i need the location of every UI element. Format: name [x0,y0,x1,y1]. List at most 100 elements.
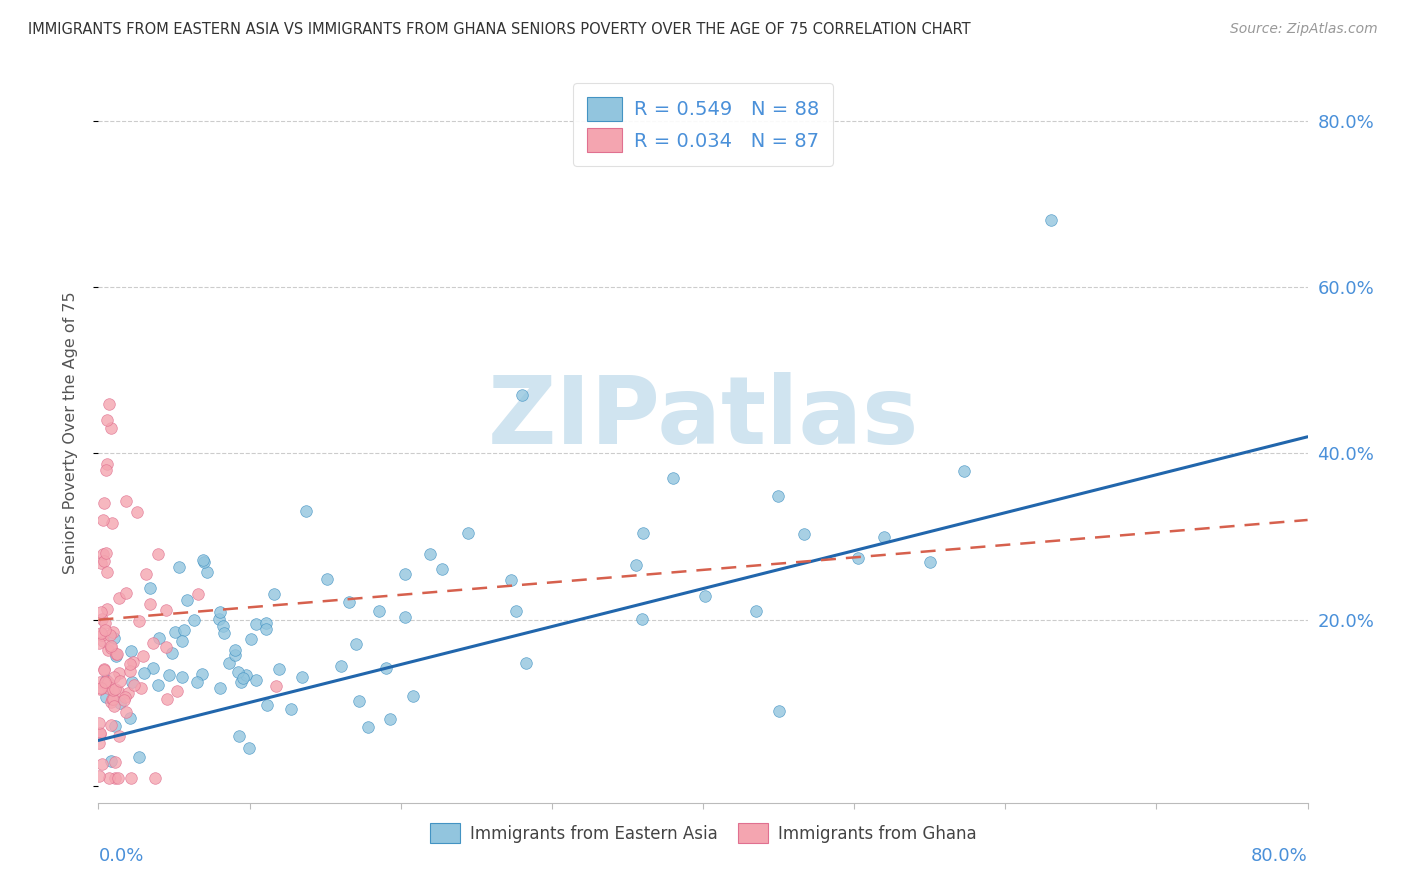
Point [952,464,974,478]
Point [103,631,125,645]
Point [344,637,367,651]
Point [394,609,416,624]
Y-axis label: Seniors Poverty Over the Age of 75: Seniors Poverty Over the Age of 75 [63,292,77,574]
Point [457,526,479,541]
Point [172,670,194,684]
Point [240,632,263,647]
Point [347,694,370,708]
Point [89,736,111,750]
Point [96,602,118,616]
Text: IMMIGRANTS FROM EASTERN ASIA VS IMMIGRANTS FROM GHANA SENIORS POVERTY OVER THE A: IMMIGRANTS FROM EASTERN ASIA VS IMMIGRAN… [28,22,970,37]
Point [90,757,112,772]
Point [515,656,537,670]
Point [100,694,122,708]
Point [228,729,250,743]
Point [104,681,127,696]
Point [254,622,277,636]
Point [231,674,253,689]
Point [94,673,117,687]
Point [139,598,162,612]
Point [245,616,267,631]
Point [419,547,441,561]
Point [90,625,112,640]
Point [1039,213,1062,227]
Point [235,667,257,681]
Point [97,681,120,695]
Point [98,396,121,410]
Point [768,704,790,718]
Point [104,771,127,785]
Point [132,649,155,664]
Point [90,612,112,626]
Point [96,413,118,427]
Point [114,690,136,705]
Point [375,661,398,675]
Point [93,663,115,677]
Legend: Immigrants from Eastern Asia, Immigrants from Ghana: Immigrants from Eastern Asia, Immigrants… [423,816,983,850]
Point [132,666,155,681]
Point [142,635,165,649]
Point [183,614,205,628]
Point [115,705,138,719]
Point [101,692,124,706]
Point [100,718,122,732]
Point [96,457,118,471]
Point [98,771,121,785]
Point [120,644,142,658]
Point [510,388,533,402]
Point [155,640,177,655]
Point [91,628,114,642]
Point [90,681,112,695]
Point [122,678,145,692]
Point [118,657,141,671]
Point [211,619,233,633]
Point [120,710,142,724]
Point [267,662,290,676]
Point [105,647,128,661]
Point [263,587,285,601]
Point [169,559,191,574]
Point [104,719,127,733]
Point [108,591,131,606]
Point [89,727,111,741]
Point [499,573,522,587]
Point [232,671,254,685]
Point [108,674,131,689]
Point [157,668,180,682]
Text: Source: ZipAtlas.com: Source: ZipAtlas.com [1230,22,1378,37]
Point [280,701,302,715]
Text: ZIPatlas: ZIPatlas [488,372,918,464]
Point [121,656,143,670]
Point [128,749,150,764]
Point [89,674,111,689]
Point [357,720,380,734]
Point [155,603,177,617]
Point [115,493,138,508]
Point [104,755,127,769]
Point [96,565,118,579]
Point [107,771,129,785]
Point [93,554,115,568]
Point [100,754,122,768]
Point [873,530,896,544]
Point [378,713,401,727]
Point [89,715,111,730]
Point [505,604,527,618]
Point [291,670,314,684]
Point [224,643,246,657]
Point [93,633,115,648]
Point [148,632,170,646]
Text: 0.0%: 0.0% [98,847,143,865]
Point [846,550,869,565]
Point [146,678,169,692]
Point [264,679,287,693]
Point [112,693,135,707]
Point [120,771,142,785]
Point [103,670,125,684]
Point [226,665,249,680]
Point [173,623,195,637]
Point [394,567,416,582]
Point [143,771,166,785]
Point [101,516,124,530]
Point [87,769,110,783]
